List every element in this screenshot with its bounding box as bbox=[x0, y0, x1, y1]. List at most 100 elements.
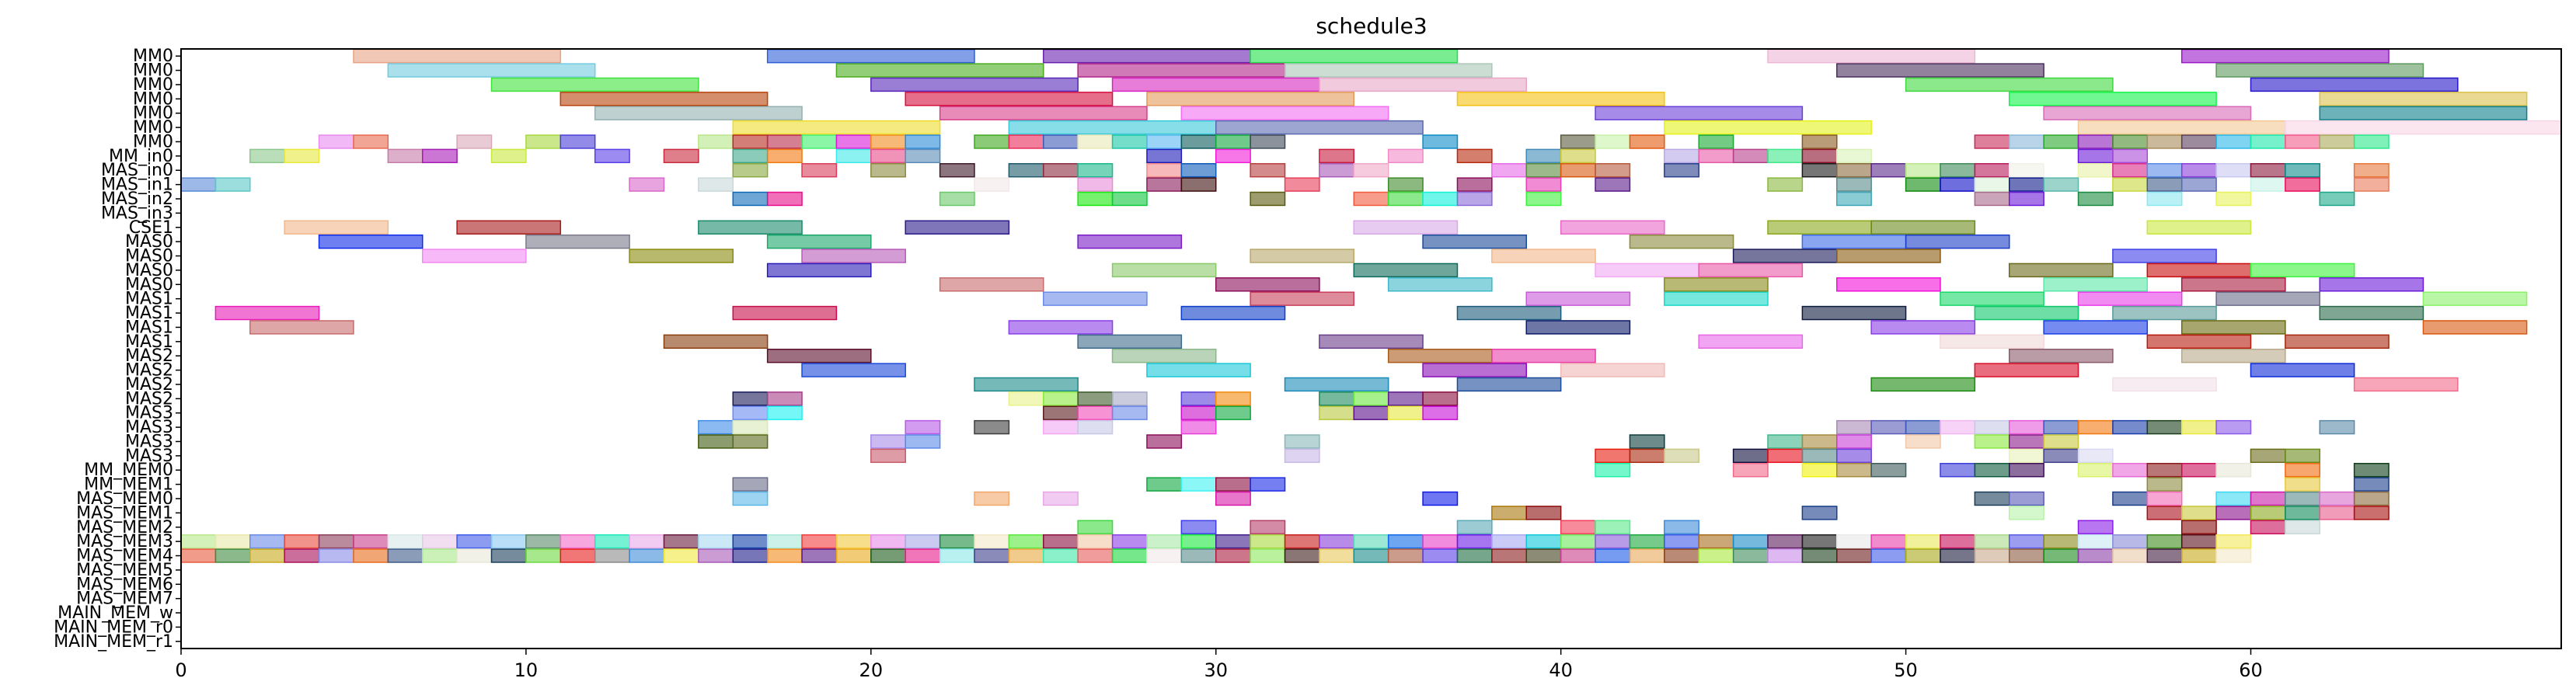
task-bar bbox=[1975, 164, 2009, 177]
task-bar bbox=[2216, 421, 2250, 434]
task-bar bbox=[2285, 178, 2320, 191]
task-bar bbox=[2079, 421, 2113, 434]
task-bar bbox=[2044, 549, 2078, 562]
task-bar bbox=[905, 435, 939, 448]
task-bar bbox=[1768, 549, 1802, 562]
task-bar bbox=[2079, 164, 2113, 177]
task-bar bbox=[1389, 278, 1492, 291]
task-bar bbox=[1526, 506, 1560, 520]
task-bar bbox=[595, 149, 629, 162]
task-bar bbox=[1837, 178, 1871, 191]
task-bar bbox=[2147, 221, 2250, 234]
task-bar bbox=[1561, 164, 1595, 177]
task-bar bbox=[354, 135, 388, 148]
task-bar bbox=[2216, 464, 2250, 477]
task-bar bbox=[1837, 421, 1871, 434]
task-bar bbox=[1250, 164, 1285, 177]
task-bar bbox=[802, 164, 836, 177]
task-bar bbox=[2044, 321, 2147, 334]
task-bar bbox=[1147, 435, 1181, 448]
task-bar bbox=[2010, 263, 2113, 276]
task-bar bbox=[2010, 164, 2044, 177]
task-bar bbox=[1181, 392, 1215, 405]
task-bar bbox=[974, 421, 1009, 434]
task-bar bbox=[940, 106, 1147, 120]
task-bar bbox=[733, 135, 767, 148]
task-bar bbox=[2216, 492, 2250, 506]
task-bar bbox=[2010, 549, 2044, 562]
task-bar bbox=[1768, 50, 1975, 63]
task-bar bbox=[1837, 449, 1871, 462]
task-bar bbox=[1423, 392, 1457, 405]
task-bar bbox=[1871, 164, 1905, 177]
task-bar bbox=[1906, 435, 1940, 448]
task-bar bbox=[1526, 549, 1560, 562]
task-bar bbox=[2250, 78, 2457, 92]
task-bar bbox=[1078, 520, 1112, 534]
task-bar bbox=[2182, 50, 2389, 63]
task-bar bbox=[2216, 549, 2250, 562]
task-bar bbox=[871, 549, 905, 562]
task-bar bbox=[905, 135, 939, 148]
task-bar bbox=[2079, 292, 2182, 305]
task-bar bbox=[1837, 64, 2044, 77]
task-bar bbox=[733, 535, 767, 548]
task-bar bbox=[905, 535, 939, 548]
task-bar bbox=[1009, 549, 1043, 562]
task-bar bbox=[1940, 178, 1975, 191]
task-bar bbox=[1630, 435, 1664, 448]
task-bar bbox=[1595, 520, 1630, 534]
task-bar bbox=[2113, 135, 2147, 148]
task-bar bbox=[1078, 535, 1112, 548]
task-bar bbox=[940, 549, 974, 562]
task-bar bbox=[2285, 506, 2320, 520]
task-bar bbox=[2010, 464, 2044, 477]
task-bar bbox=[1871, 378, 1975, 391]
task-bar bbox=[1009, 135, 1043, 148]
task-bar bbox=[1802, 235, 1905, 249]
task-bar bbox=[1734, 535, 1768, 548]
task-bar bbox=[1975, 549, 2009, 562]
task-bar bbox=[1630, 535, 1664, 548]
task-bar bbox=[1181, 549, 1215, 562]
task-bar bbox=[2113, 164, 2147, 177]
task-bar bbox=[1354, 221, 1457, 234]
task-bar bbox=[1250, 50, 1457, 63]
task-bar bbox=[1250, 249, 1354, 263]
task-bar bbox=[1285, 449, 1319, 462]
task-bar bbox=[2423, 292, 2526, 305]
task-bar bbox=[2113, 307, 2216, 320]
task-bar bbox=[1940, 164, 1975, 177]
task-bar bbox=[2010, 135, 2044, 148]
task-bar bbox=[2216, 292, 2320, 305]
task-bar bbox=[1250, 478, 1285, 491]
task-bar bbox=[1147, 549, 1181, 562]
task-bar bbox=[871, 135, 905, 148]
task-bar bbox=[1837, 164, 1871, 177]
task-bar bbox=[1871, 221, 1975, 234]
task-bar bbox=[2044, 278, 2147, 291]
task-bar bbox=[1457, 378, 1560, 391]
task-bar bbox=[699, 421, 733, 434]
task-bar bbox=[940, 535, 974, 548]
task-bar bbox=[2147, 492, 2181, 506]
task-bar bbox=[215, 307, 319, 320]
task-bar bbox=[388, 549, 422, 562]
task-bar bbox=[1285, 64, 1492, 77]
task-bar bbox=[1113, 549, 1147, 562]
task-bar bbox=[1147, 164, 1181, 177]
task-bar bbox=[1078, 178, 1112, 191]
task-bar bbox=[1906, 421, 1940, 434]
task-bar bbox=[284, 149, 319, 162]
task-bar bbox=[1664, 520, 1699, 534]
task-bar bbox=[802, 249, 905, 263]
task-bar bbox=[2250, 492, 2285, 506]
task-bar bbox=[2147, 263, 2250, 276]
task-bar bbox=[1526, 149, 1560, 162]
task-bar bbox=[2320, 193, 2354, 206]
task-bar bbox=[1147, 178, 1181, 191]
task-bar bbox=[2182, 535, 2216, 548]
task-bar bbox=[1423, 406, 1457, 419]
task-bar bbox=[492, 149, 526, 162]
